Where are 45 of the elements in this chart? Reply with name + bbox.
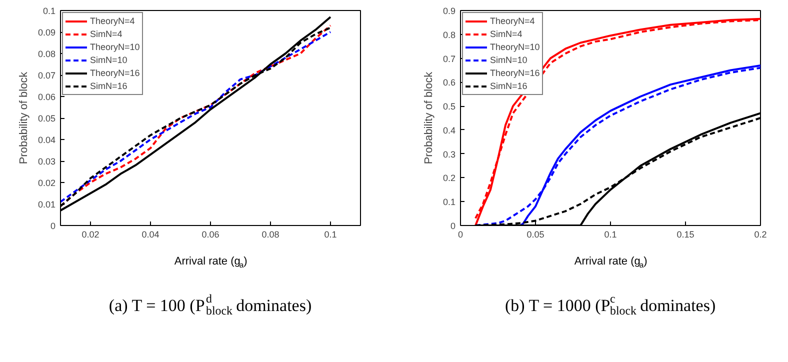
legend-label: TheoryN=16 bbox=[90, 67, 140, 79]
legend-label: TheoryN=10 bbox=[490, 41, 540, 53]
y-tick-label: 0.3 bbox=[442, 149, 456, 160]
y-axis-title: Probability of block bbox=[422, 71, 435, 164]
y-tick-label: 0.5 bbox=[442, 102, 456, 112]
legend-label: TheoryN=4 bbox=[90, 15, 135, 27]
y-tick-label: 0.07 bbox=[38, 70, 56, 80]
x-tick-label: 0.06 bbox=[202, 230, 220, 240]
legend-label: TheoryN=10 bbox=[90, 41, 140, 53]
y-tick-label: 0.9 bbox=[442, 6, 456, 16]
x-tick-label: 0.1 bbox=[604, 230, 617, 240]
legend-label: SimN=4 bbox=[90, 28, 122, 40]
legend-label: SimN=16 bbox=[90, 80, 128, 92]
x-tick-label: 0.05 bbox=[526, 230, 544, 240]
y-tick-label: 0.8 bbox=[442, 30, 456, 40]
x-tick-label: 0.2 bbox=[754, 230, 767, 240]
y-tick-label: 0.04 bbox=[38, 135, 56, 145]
x-tick-label: 0.08 bbox=[262, 230, 280, 240]
y-tick-label: 0 bbox=[50, 221, 56, 231]
x-tick-label: 0.04 bbox=[142, 230, 160, 240]
y-tick-label: 0.08 bbox=[38, 49, 56, 59]
y-tick-label: 0.1 bbox=[42, 6, 56, 16]
y-tick-label: 0.06 bbox=[38, 92, 56, 102]
legend-label: SimN=16 bbox=[490, 80, 528, 92]
y-tick-label: 0.6 bbox=[442, 78, 456, 88]
x-tick-label: 0 bbox=[458, 230, 464, 240]
legend-label: TheoryN=4 bbox=[490, 15, 535, 27]
x-tick-label: 0.02 bbox=[82, 230, 100, 240]
y-tick-label: 0.05 bbox=[38, 114, 56, 124]
y-tick-label: 0.1 bbox=[442, 197, 456, 208]
legend-label: TheoryN=16 bbox=[490, 67, 540, 79]
y-tick-label: 0.4 bbox=[442, 125, 456, 136]
y-tick-label: 0 bbox=[450, 221, 456, 231]
y-tick-label: 0.02 bbox=[38, 178, 56, 188]
y-tick-label: 0.01 bbox=[38, 200, 56, 210]
y-tick-label: 0.7 bbox=[442, 54, 456, 64]
y-axis-title: Probability of block bbox=[18, 71, 30, 164]
legend-label: SimN=4 bbox=[490, 28, 522, 40]
legend-label: SimN=10 bbox=[90, 54, 128, 66]
x-tick-label: 0.1 bbox=[324, 230, 337, 240]
legend-label: SimN=10 bbox=[490, 54, 528, 66]
y-tick-label: 0.2 bbox=[442, 173, 456, 184]
y-tick-label: 0.09 bbox=[38, 28, 56, 38]
y-tick-label: 0.03 bbox=[38, 156, 56, 166]
x-tick-label: 0.15 bbox=[676, 230, 694, 240]
